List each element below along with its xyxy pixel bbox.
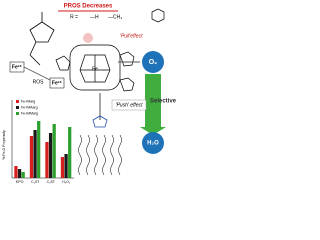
inset-bar <box>48 133 53 178</box>
inset-x-label: H₂O₂ <box>62 180 71 184</box>
legend-label: Fe-IMMarg <box>21 111 38 115</box>
fe-right-box <box>49 77 65 89</box>
inset-bar <box>21 172 25 178</box>
push-label: 'Push' effect <box>116 102 144 108</box>
fe-arrow <box>23 66 51 81</box>
iron: Fe <box>92 66 98 72</box>
r-group: R = <box>70 14 78 20</box>
graphical-abstract: PROS Decreases R = —H —CH₃ 'Pull'effect … <box>0 0 202 189</box>
r-h: —H <box>90 14 99 20</box>
inset-bar <box>64 154 68 178</box>
selective-arrow <box>140 74 166 135</box>
legend-label: Fe-IMAarg <box>21 105 38 109</box>
guanidine <box>29 12 55 66</box>
inset-x-label: C₂ST <box>31 180 40 184</box>
inset-bar <box>68 127 72 178</box>
legend-swatch <box>16 106 19 109</box>
fe-right: Fe²⁺ <box>52 80 63 86</box>
o2-circle <box>142 51 164 73</box>
r-ch3: —CH₃ <box>108 14 122 20</box>
membrane <box>78 134 122 176</box>
inset-bar <box>17 169 22 178</box>
legend-swatch <box>16 112 19 115</box>
porphyrin <box>55 44 135 92</box>
fe-left: Fe²⁺ <box>12 64 23 70</box>
oxygen-dot <box>83 33 93 43</box>
inset-bar <box>37 121 41 178</box>
legend-swatch <box>16 100 19 103</box>
inset-bar <box>29 136 34 178</box>
legend-label: Fe-IMarg <box>21 99 35 103</box>
inset-ylabel: % Fe-O Propensity <box>2 130 6 160</box>
inset-bar <box>14 166 18 178</box>
phenyl <box>151 8 165 23</box>
imidazole <box>92 115 108 128</box>
push-box <box>111 99 147 111</box>
h2o-circle <box>142 132 164 154</box>
pull-label: 'Pull'effect <box>120 33 143 39</box>
h2o-label: H₂O <box>147 141 159 147</box>
inset-x-label: EPO <box>16 180 24 184</box>
inset-bar <box>45 142 49 178</box>
inset-bar <box>33 130 37 178</box>
inset-bar <box>52 124 56 178</box>
ros-label: ROS <box>33 79 45 85</box>
inset-x-label: C₂ST <box>47 180 56 184</box>
inset-bar <box>60 157 65 178</box>
top-label: PROS Decreases <box>64 4 113 10</box>
o2-label: O₂ <box>149 59 158 66</box>
selective-label: Selective <box>150 99 177 105</box>
